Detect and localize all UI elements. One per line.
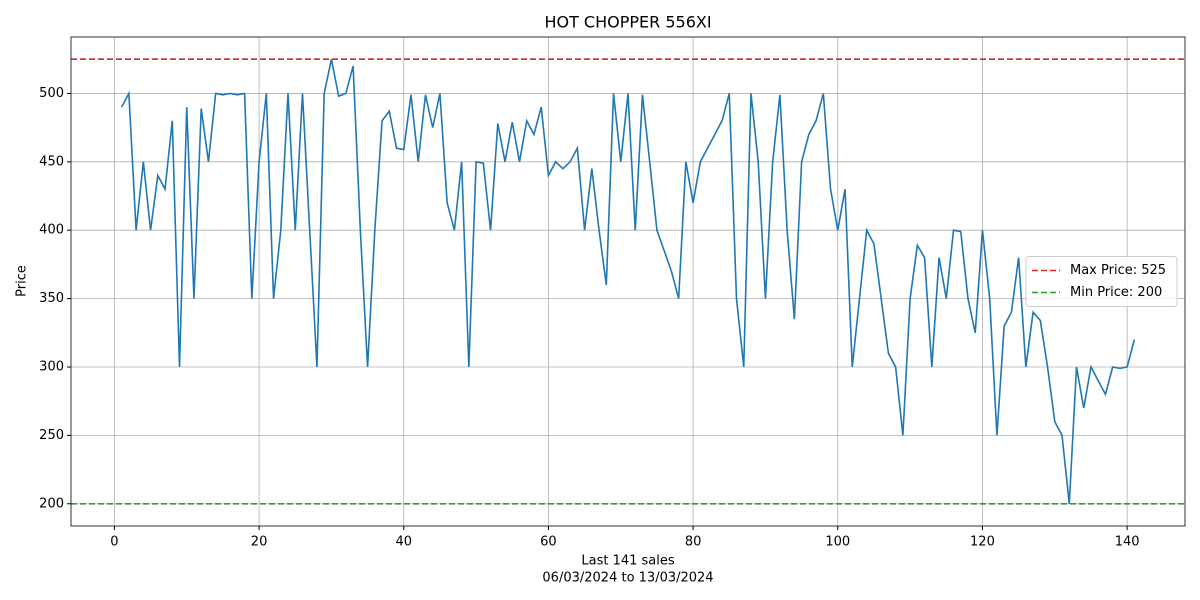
legend-label: Min Price: 200 xyxy=(1070,285,1162,300)
y-tick-label: 250 xyxy=(39,428,64,443)
y-tick-label: 400 xyxy=(39,223,64,238)
x-axis-label: Last 141 sales xyxy=(581,554,675,569)
y-tick-label: 300 xyxy=(39,359,64,374)
x-axis-label: 06/03/2024 to 13/03/2024 xyxy=(542,571,713,586)
chart-title: HOT CHOPPER 556XI xyxy=(544,13,711,32)
y-tick-label: 500 xyxy=(39,86,64,101)
x-tick-label: 20 xyxy=(251,535,268,550)
legend: Max Price: 525 Min Price: 200 xyxy=(1025,256,1178,307)
y-tick-label: 450 xyxy=(39,154,64,169)
x-tick-label: 140 xyxy=(1115,535,1140,550)
price-line xyxy=(120,59,1136,504)
legend-box xyxy=(1025,256,1178,307)
x-tick-label: 120 xyxy=(970,535,995,550)
x-tick-label: 80 xyxy=(685,535,702,550)
x-tick-label: 40 xyxy=(395,535,412,550)
x-tick-label: 0 xyxy=(110,535,118,550)
x-tick-label: 100 xyxy=(825,535,850,550)
y-tick-label: 350 xyxy=(39,291,64,306)
legend-label: Max Price: 525 xyxy=(1070,263,1166,278)
x-tick-label: 60 xyxy=(540,535,557,550)
y-axis-label: Price xyxy=(15,265,30,297)
plot-frame xyxy=(70,36,1186,527)
y-tick-label: 200 xyxy=(39,496,64,511)
